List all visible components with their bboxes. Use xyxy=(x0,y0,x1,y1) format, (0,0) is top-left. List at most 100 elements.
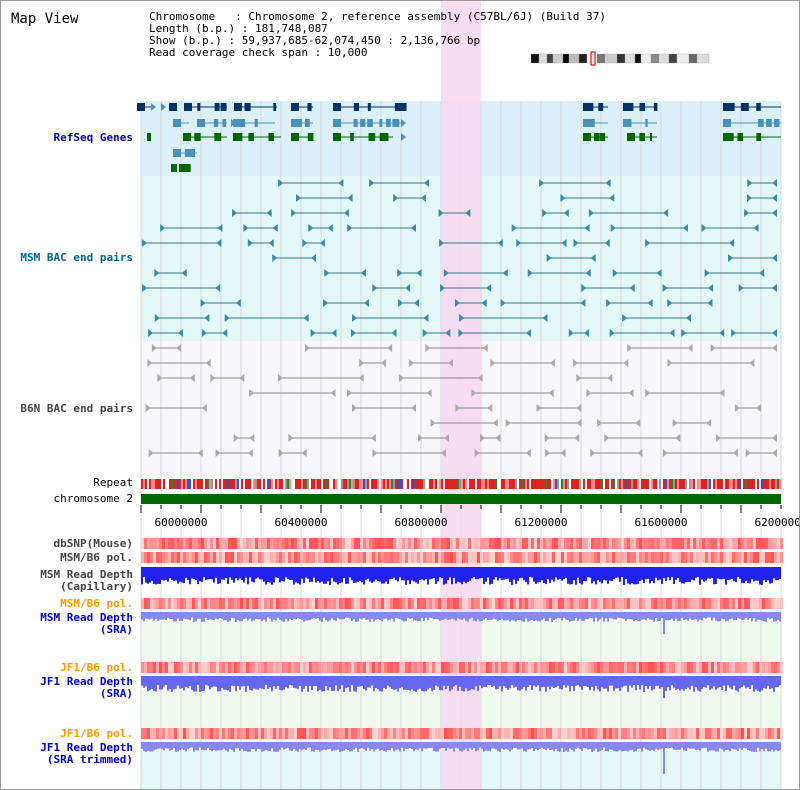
b6n-bac-pair-end xyxy=(627,344,633,352)
msm-b6-pol-cell xyxy=(381,552,384,563)
jf1-trim-depth-bar xyxy=(225,742,227,751)
jf1-sra-depth-bar xyxy=(777,676,779,688)
gene-exon xyxy=(367,119,373,127)
jf1-b6-pol-trim-cell xyxy=(411,728,414,739)
msm-sra-depth-bar xyxy=(239,612,241,622)
ideogram-band xyxy=(616,53,626,64)
msm-b6-pol-cell xyxy=(654,552,657,563)
msm-sra-depth-bar xyxy=(605,612,607,619)
jf1-b6-pol-cell xyxy=(669,662,672,673)
jf1-trim-depth-bar xyxy=(277,742,279,752)
msm-sra-depth-bar xyxy=(703,612,705,618)
jf1-trim-depth-bar xyxy=(147,742,149,752)
msm-b6-pol-sra-cell xyxy=(651,598,654,609)
dbsnp-cell xyxy=(657,538,660,549)
msm-capillary-depth-bar xyxy=(267,567,269,583)
msm-capillary-depth-bar xyxy=(753,567,755,582)
msm-bac-pair-end xyxy=(338,179,344,187)
msm-capillary-depth-bar xyxy=(727,567,729,580)
msm-sra-depth-bar xyxy=(429,612,431,618)
dbsnp-cell xyxy=(477,538,480,549)
b6n-bac-pair-end xyxy=(176,344,182,352)
track-label-b6n-bac[interactable]: B6N BAC end pairs xyxy=(20,402,133,415)
msm-b6-pol-cell xyxy=(366,552,369,563)
jf1-b6-pol-trim-cell xyxy=(549,728,552,739)
dbsnp-cell xyxy=(417,538,420,549)
jf1-b6-pol-trim-cell xyxy=(231,728,234,739)
jf1-b6-pol-trim-cell xyxy=(462,728,465,739)
msm-sra-depth-bar xyxy=(495,612,497,620)
repeat-block xyxy=(365,479,367,489)
msm-b6-pol-sra-cell xyxy=(774,598,777,609)
repeat-block xyxy=(279,479,281,489)
jf1-sra-depth-bar xyxy=(537,676,539,686)
gene-exon xyxy=(583,119,591,127)
jf1-b6-pol-cell xyxy=(666,662,669,673)
msm-sra-depth-bar xyxy=(195,612,197,622)
msm-capillary-depth-bar xyxy=(697,567,699,578)
jf1-b6-pol-cell xyxy=(162,662,165,673)
jf1-sra-depth-bar xyxy=(549,676,551,690)
chromosome-line: Chromosome : Chromosome 2, reference ass… xyxy=(149,10,606,23)
gene-exon xyxy=(197,103,201,111)
msm-b6-pol-sra-cell xyxy=(372,598,375,609)
gene-exon xyxy=(273,103,277,111)
jf1-sra-depth-bar xyxy=(753,676,755,692)
msm-bac-pair-end xyxy=(511,224,517,232)
msm-sra-depth-bar xyxy=(335,612,337,622)
jf1-sra-depth-bar xyxy=(509,676,511,689)
gene-exon xyxy=(639,103,645,111)
jf1-sra-depth-bar xyxy=(517,676,519,691)
jf1-b6-pol-trim-cell xyxy=(660,728,663,739)
b6n-bac-pair-end xyxy=(425,344,431,352)
track-label-msm-bac[interactable]: MSM BAC end pairs xyxy=(20,251,133,264)
gene-exon xyxy=(183,133,191,141)
gene-arrow xyxy=(401,119,406,127)
dbsnp-cell xyxy=(258,538,261,549)
repeat-block xyxy=(599,479,601,489)
dbsnp-cell xyxy=(249,538,252,549)
repeat-block xyxy=(237,479,239,489)
msm-capillary-depth-bar xyxy=(495,567,497,578)
jf1-sra-depth-bar xyxy=(707,676,709,686)
jf1-trim-depth-bar xyxy=(343,742,345,751)
jf1-b6-pol-cell xyxy=(705,662,708,673)
msm-bac-pair-end xyxy=(308,224,314,232)
jf1-sra-depth-bar xyxy=(671,676,673,686)
repeat-block xyxy=(693,479,695,489)
msm-b6-pol-cell xyxy=(552,552,555,563)
msm-b6-pol-cell xyxy=(630,552,633,563)
msm-capillary-depth-bar xyxy=(265,567,267,585)
jf1-b6-pol-trim-cell xyxy=(432,728,435,739)
msm-b6-pol-cell xyxy=(201,552,204,563)
jf1-b6-pol-cell xyxy=(420,662,423,673)
jf1-b6-pol-trim-cell xyxy=(357,728,360,739)
jf1-b6-pol-cell xyxy=(729,662,732,673)
jf1-b6-pol-cell xyxy=(480,662,483,673)
jf1-b6-pol-trim-cell xyxy=(507,728,510,739)
msm-sra-depth-bar xyxy=(629,612,631,620)
msm-bac-pair-end xyxy=(363,299,369,307)
jf1-sra-depth-bar xyxy=(259,676,261,689)
jf1-trim-depth-bar xyxy=(477,742,479,751)
jf1-b6-pol-trim-cell xyxy=(693,728,696,739)
track-label-refseq[interactable]: RefSeq Genes xyxy=(53,131,133,144)
repeat-block xyxy=(743,479,745,489)
msm-sra-depth-bar xyxy=(541,612,543,620)
gene-exon xyxy=(248,133,254,141)
msm-b6-pol-cell xyxy=(219,552,222,563)
dbsnp-cell xyxy=(759,538,762,549)
jf1-sra-depth-bar xyxy=(193,676,195,692)
repeat-block xyxy=(441,479,443,489)
jf1-sra-depth-bar xyxy=(421,676,423,691)
jf1-trim-depth-bar xyxy=(419,742,421,749)
jf1-sra-depth-bar xyxy=(569,676,571,692)
jf1-b6-pol-trim-cell xyxy=(219,728,222,739)
msm-sra-depth-bar xyxy=(295,612,297,620)
msm-sra-depth-bar xyxy=(149,612,151,620)
msm-b6-pol-sra-cell xyxy=(447,598,450,609)
dbsnp-cell xyxy=(450,538,453,549)
jf1-b6-pol-trim-cell xyxy=(186,728,189,739)
msm-b6-pol-sra-cell xyxy=(198,598,201,609)
